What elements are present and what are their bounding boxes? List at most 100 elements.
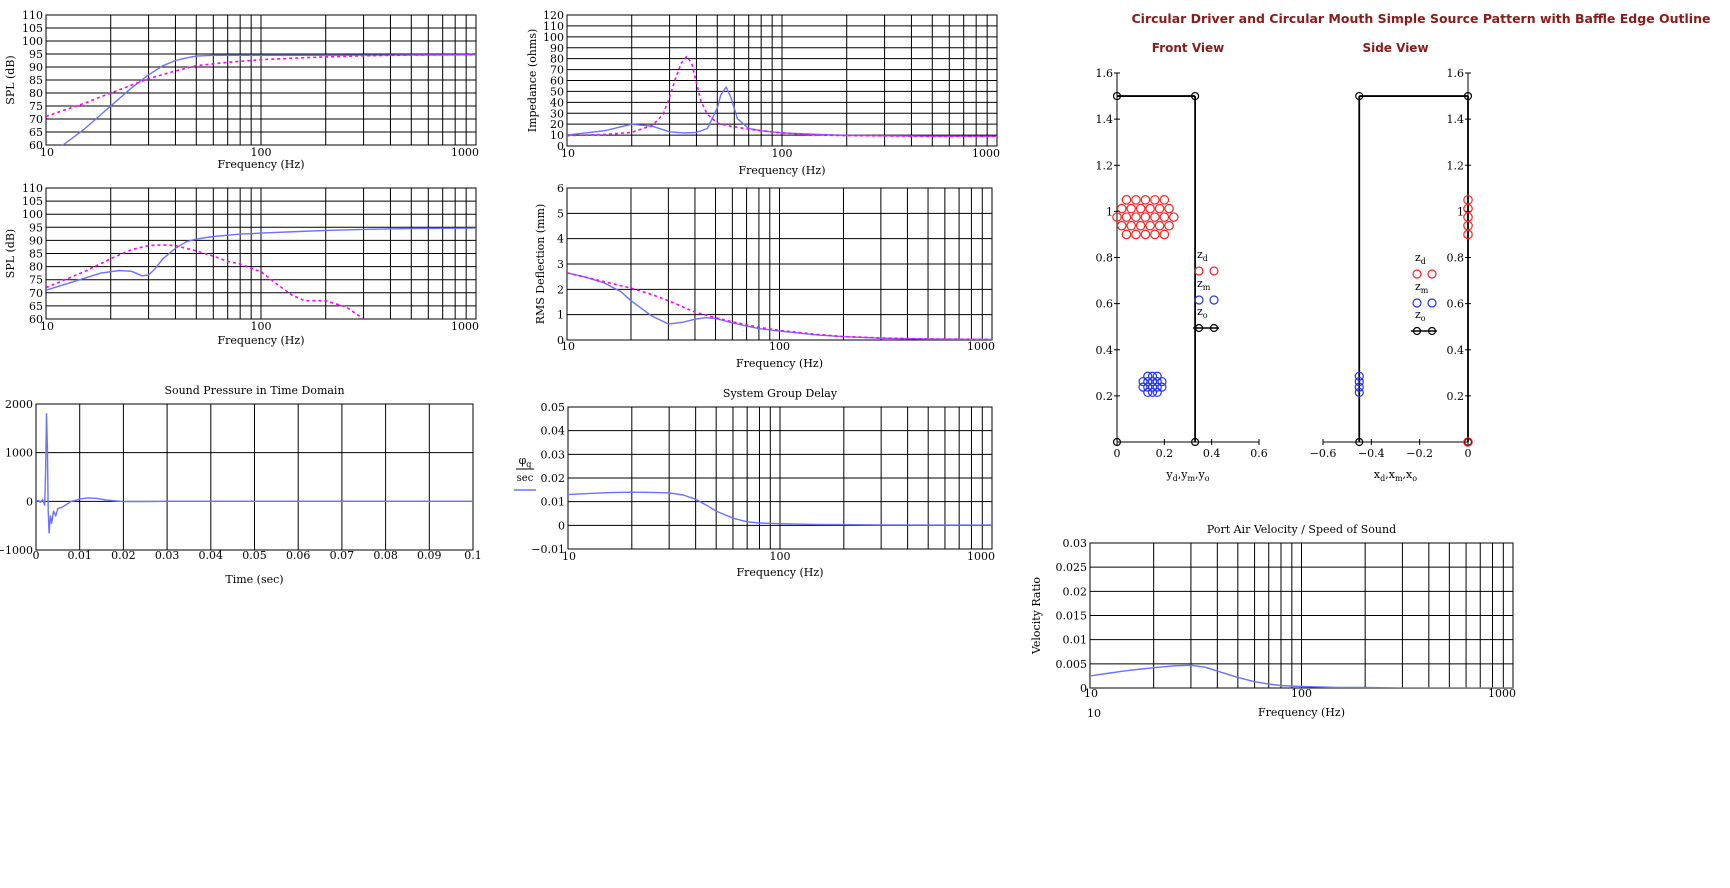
y-tick-label: 110 [543,20,564,33]
mouth-point [1152,387,1162,398]
mouth-point [1354,376,1364,387]
y-tick-label: 20 [550,118,564,131]
y-tick-label: 90 [550,42,564,55]
y-tick-label: 0.4 [1096,344,1114,357]
y-axis-label: Impedance (ohms) [526,29,539,133]
mouth-point [1152,371,1162,381]
y-tick-label: 105 [22,195,43,208]
y-tick-label: 80 [29,261,43,274]
legend-swatch [1209,323,1219,333]
y-tick-label: 2 [557,283,564,296]
y-tick-label: 105 [22,22,43,35]
y-tick-label: 0.02 [1063,585,1088,598]
y-tick-label: 2000 [5,398,33,411]
x-tick-label: −0.4 [1358,447,1385,460]
grid [567,15,997,146]
x-tick-label: 100 [251,320,272,333]
y-tick-label: 6 [557,182,564,195]
x-tick-label: 10 [40,146,54,159]
y-tick-label: 50 [550,85,564,98]
legend-swatch [1194,295,1204,305]
y-axis-label: SPL (dB) [4,229,17,278]
series-line-solid [568,491,992,526]
y-tick-label: 70 [550,64,564,77]
series-line-solid [46,227,476,291]
mouth-point [1354,382,1364,392]
x-tick-label: 1000 [1488,687,1516,700]
x-tick-label: 0.06 [286,549,311,562]
y-tick-label: 75 [29,274,43,287]
driver-point [1131,195,1141,205]
legend-swatch [1194,323,1204,333]
legend-front: zd zm zo [1193,248,1219,333]
y-tick-label: 1.2 [1447,159,1465,172]
grid [46,15,476,145]
y-tick-label: 0.01 [541,496,566,509]
mouth-point [1143,387,1153,398]
y-tick-label: 60 [29,313,43,326]
chart-rms: 10 100 1000 0 1 2 3 4 5 6 Frequency (Hz) RMS Deflec… [534,182,995,370]
x-tick-label: 10 [1084,687,1098,700]
y-axis-label: SPL (dB) [4,55,17,104]
series-line-dashed [46,244,365,319]
x-tick-label: 1000 [972,147,1000,160]
driver-point [1159,212,1170,222]
y-legend-numerator: φq [519,454,532,469]
driver-point [1135,203,1146,214]
y-tick-label: 90 [29,61,43,74]
x-tick-label: 10 [561,340,575,353]
y-tick-label: 0 [26,495,33,508]
mouth-point [1157,376,1167,387]
mouth-point [1143,371,1153,381]
y-tick-label: 4 [557,233,564,246]
view-title: Side View [1362,41,1428,55]
x-axis-label: yd,ym,yo [1165,468,1209,483]
x-tick-label: 0.2 [1156,447,1174,460]
legend-swatch [1209,266,1219,276]
y-tick-label: 0 [1080,682,1087,695]
legend-label: zo [1197,305,1208,320]
mouth-point [1157,382,1167,392]
x-tick-label: 0 [33,549,40,562]
driver-point [1154,203,1165,214]
legend-swatch [1194,266,1204,276]
grid [567,188,992,340]
mouth-point [1152,376,1162,387]
y-tick-label: 10 [550,129,564,142]
x-tick-label: −0.6 [1310,447,1337,460]
y-tick-label: 0.04 [541,425,566,438]
chart-title: Port Air Velocity / Speed of Sound [1207,523,1396,536]
y-legend-denominator: sec [517,473,534,484]
legend-swatch [1412,269,1422,279]
plot-frame [1089,542,1514,689]
x-tick-label: 0 [1114,447,1121,460]
y-tick-label: 0.01 [1063,634,1088,647]
driver-point [1463,229,1473,240]
x-tick-label: 0 [1465,447,1472,460]
outline-point [1355,91,1364,101]
y-tick-label: 0 [557,334,564,347]
y-tick-label: 60 [550,75,564,88]
driver-point [1154,220,1165,231]
series-line-dashed [567,272,992,340]
y-tick-label: 1.6 [1096,67,1114,80]
outline-point [1355,437,1364,447]
driver-point [1164,203,1174,214]
x-tick-label: 0.04 [199,549,224,562]
driver-point [1145,203,1155,214]
mouth-point [1147,387,1158,398]
plot-frame [566,14,998,147]
outline-point [1190,437,1200,447]
y-tick-label: 40 [550,96,564,109]
y-tick-label: 0.025 [1056,561,1088,574]
driver-point [1116,203,1127,214]
y-tick-label: 0.4 [1447,344,1465,357]
x-tick-label: 0.4 [1203,447,1221,460]
chart-impedance: 10 100 10000102030405060708090100110120Fre… [526,9,1000,177]
y-tick-label: 85 [29,74,43,87]
y-tick-label: 5 [557,207,564,220]
chart-title: Sound Pressure in Time Domain [164,384,344,397]
mouth-point [1138,382,1148,392]
y-tick-label: 95 [29,221,43,234]
y-axis-label: Velocity Ratio [1030,577,1043,655]
